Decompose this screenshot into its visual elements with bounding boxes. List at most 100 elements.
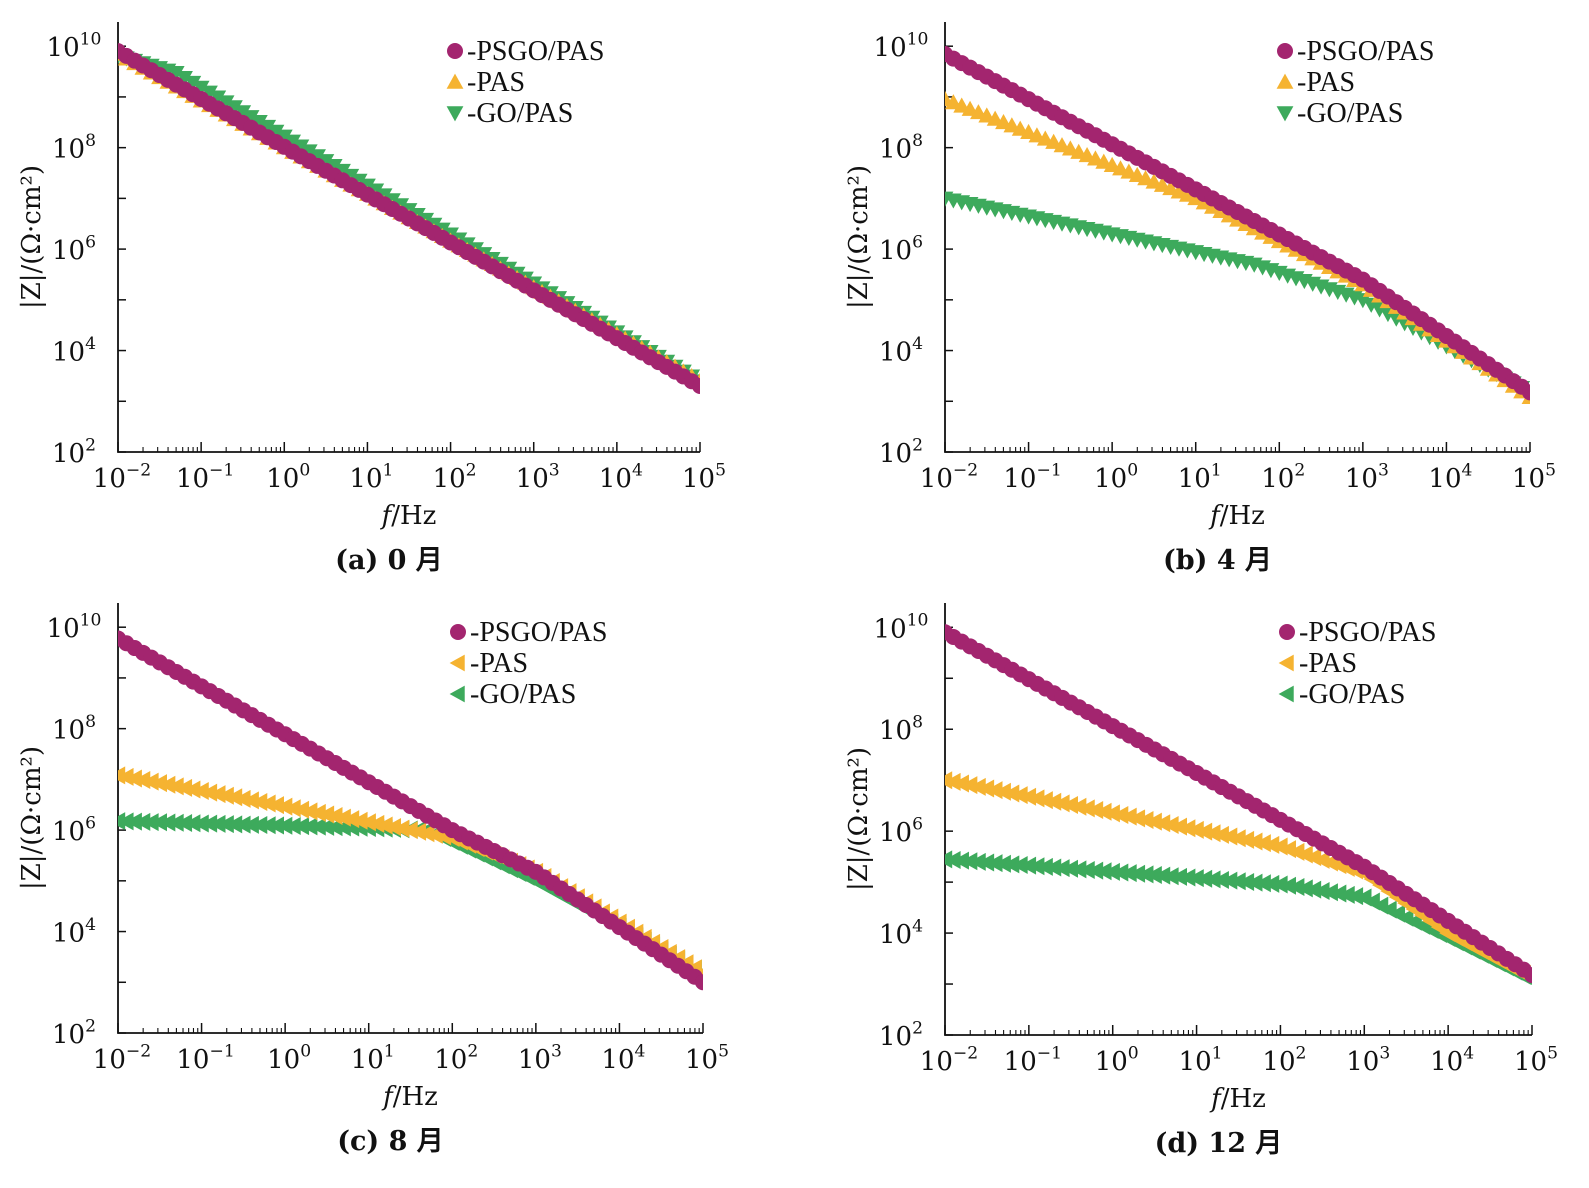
data-point	[284, 816, 301, 835]
data-point	[368, 814, 385, 833]
x-tick-label: 105	[682, 460, 726, 494]
legend-label: -PSGO/PAS	[470, 617, 607, 648]
data-point	[251, 816, 268, 835]
data-point	[961, 852, 978, 871]
data-point	[159, 813, 176, 832]
data-point	[309, 803, 326, 822]
y-tick-label: 106	[879, 232, 923, 266]
data-point	[692, 378, 700, 395]
data-point	[326, 807, 343, 826]
x-tick-label: 105	[1512, 460, 1556, 494]
x-axis-label: f/Hz	[381, 1082, 438, 1112]
series-pas	[945, 771, 1532, 984]
legend-marker	[1278, 654, 1294, 672]
data-point	[1237, 872, 1255, 891]
data-point	[977, 779, 995, 798]
x-tick-label: 102	[434, 1041, 478, 1075]
series-go-pas	[945, 850, 1532, 986]
data-point	[401, 821, 418, 840]
y-tick-label: 108	[52, 712, 96, 746]
data-point	[1154, 866, 1171, 885]
data-point	[1263, 874, 1280, 893]
data-point	[1086, 861, 1104, 880]
data-point	[1229, 829, 1246, 848]
data-point	[1296, 879, 1313, 898]
legend-marker	[1279, 624, 1295, 640]
chart-panel-d: 10−2 10−1 100 101 102 103 104 105 102 104 106 108 10…	[844, 603, 1558, 1159]
x-tick-label: 102	[1261, 460, 1305, 494]
x-tick-label: 101	[351, 1041, 395, 1075]
data-point	[284, 134, 301, 150]
data-point	[1112, 806, 1129, 825]
legend-label: -GO/PAS	[467, 98, 573, 129]
x-tick-label: 100	[1094, 460, 1138, 494]
x-tick-label: 10−1	[1003, 460, 1061, 494]
data-point	[242, 791, 259, 810]
data-point	[184, 814, 201, 833]
x-tick-label: 10−1	[176, 1041, 234, 1075]
x-tick-label: 103	[1346, 1043, 1390, 1077]
data-point	[1254, 834, 1271, 853]
data-point	[1179, 868, 1196, 887]
data-point	[1003, 784, 1020, 803]
x-tick-label: 101	[1179, 1043, 1223, 1077]
y-tick-label: 108	[879, 131, 923, 165]
x-axis-label: f/Hz	[1208, 501, 1265, 531]
data-point	[1212, 825, 1229, 844]
data-point	[1179, 819, 1196, 838]
data-point	[259, 816, 276, 835]
data-point	[242, 110, 260, 126]
data-point	[1086, 801, 1104, 820]
legend-marker	[1276, 106, 1294, 122]
data-point	[142, 813, 159, 832]
y-tick-label: 1010	[47, 611, 102, 645]
data-point	[1221, 871, 1238, 890]
data-point	[284, 799, 301, 818]
panel-caption: (c) 8 月	[337, 1126, 444, 1157]
data-point	[1061, 859, 1078, 878]
data-point	[1254, 874, 1271, 893]
data-point	[267, 124, 285, 140]
x-tick-label: 10−1	[176, 460, 234, 494]
x-tick-label: 104	[1430, 1043, 1474, 1077]
legend: -PSGO/PAS-PAS-GO/PAS	[1278, 617, 1436, 710]
x-tick-label: 100	[266, 460, 310, 494]
data-point	[1078, 799, 1095, 818]
x-tick-label: 101	[1178, 460, 1222, 494]
data-point	[1137, 810, 1154, 829]
data-point	[309, 149, 326, 165]
data-point	[969, 852, 986, 871]
data-point	[1304, 880, 1322, 899]
x-tick-label: 103	[516, 460, 560, 494]
y-axis-label: |Z|/(Ω·cm²)	[844, 747, 874, 891]
data-point	[259, 119, 277, 136]
data-point	[301, 817, 318, 836]
data-point	[994, 854, 1011, 873]
data-point	[1103, 862, 1120, 881]
data-point	[1028, 857, 1045, 876]
data-point	[1271, 875, 1288, 894]
data-point	[1162, 867, 1179, 886]
data-point	[409, 822, 427, 841]
data-point	[1204, 824, 1221, 843]
data-point	[1053, 859, 1070, 878]
data-point	[192, 80, 210, 96]
legend-label: -PAS	[1299, 648, 1357, 679]
series-psgo-pas	[945, 46, 1530, 401]
data-point	[343, 810, 360, 829]
data-point	[217, 815, 234, 834]
data-point	[1279, 876, 1297, 895]
data-point	[142, 772, 159, 791]
axes-frame	[944, 22, 1530, 453]
x-tick-label: 103	[1345, 460, 1389, 494]
legend-marker	[449, 685, 465, 703]
x-tick-label: 105	[685, 1041, 729, 1075]
data-point	[1011, 855, 1028, 874]
y-tick-label: 1010	[874, 30, 929, 64]
data-point	[1187, 820, 1204, 839]
data-point	[384, 818, 401, 837]
x-tick-label: 102	[433, 460, 477, 494]
data-point	[977, 853, 995, 872]
data-point	[1288, 878, 1305, 897]
data-point	[300, 144, 318, 160]
